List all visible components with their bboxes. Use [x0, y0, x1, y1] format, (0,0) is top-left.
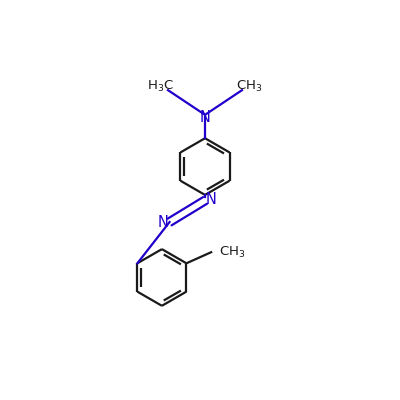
Text: N: N: [200, 110, 210, 125]
Text: N: N: [206, 192, 216, 207]
Text: CH$_3$: CH$_3$: [236, 79, 263, 94]
Text: N: N: [158, 216, 169, 230]
Text: H$_3$C: H$_3$C: [147, 79, 174, 94]
Text: CH$_3$: CH$_3$: [219, 245, 245, 260]
